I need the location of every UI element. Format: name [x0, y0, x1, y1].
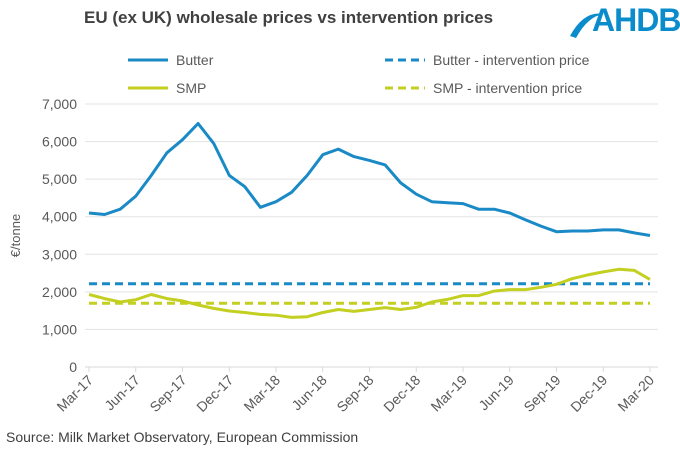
y-tick-label: 2,000	[42, 284, 77, 300]
y-tick-label: 0	[69, 359, 77, 375]
x-tick-label: Mar-17	[53, 372, 96, 415]
legend-label: SMP	[176, 80, 206, 96]
x-tick-label: Mar-20	[614, 372, 657, 415]
ahdb-logo-swoosh-icon	[570, 13, 604, 38]
series-line-butter	[88, 122, 651, 237]
x-tick-label: Sep-19	[520, 372, 563, 415]
legend-label: Butter - intervention price	[433, 52, 590, 68]
x-tick-label: Mar-18	[240, 372, 283, 415]
y-tick-label: 5,000	[42, 171, 77, 187]
x-tick-label: Dec-17	[193, 372, 236, 415]
x-tick-label: Jun-18	[288, 372, 330, 414]
y-tick-label: 7,000	[42, 96, 77, 112]
y-axis-label: €/tonne	[8, 214, 23, 257]
x-tick-label: Sep-17	[146, 372, 189, 415]
legend-label: Butter	[176, 52, 214, 68]
x-tick-label: Jun-19	[475, 372, 517, 414]
legend-label: SMP - intervention price	[433, 80, 582, 96]
x-tick-label: Jun-17	[101, 372, 143, 414]
y-tick-label: 3,000	[42, 246, 77, 262]
series-line-smp	[88, 267, 651, 319]
x-tick-label: Mar-19	[427, 372, 470, 415]
source-note: Source: Milk Market Observatory, Europea…	[6, 429, 359, 445]
y-tick-label: 1,000	[42, 321, 77, 337]
x-tick-label: Sep-18	[333, 372, 376, 415]
y-tick-label: 4,000	[42, 209, 77, 225]
y-tick-label: 6,000	[42, 134, 77, 150]
x-tick-label: Dec-18	[380, 372, 423, 415]
ahdb-logo: AHDB	[592, 2, 680, 38]
x-tick-label: Dec-19	[567, 372, 610, 415]
chart-title: EU (ex UK) wholesale prices vs intervent…	[84, 8, 494, 27]
